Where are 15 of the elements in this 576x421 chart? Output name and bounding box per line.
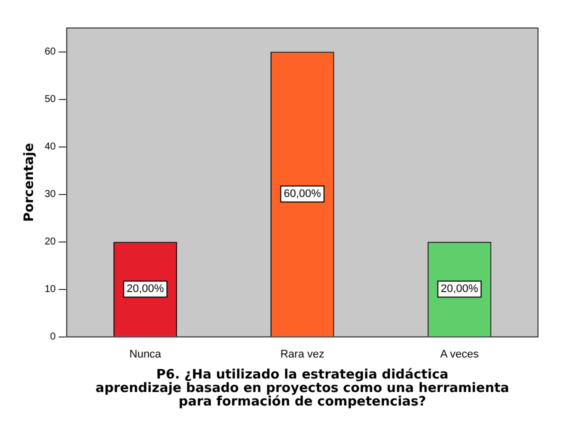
data-label: 20,00% bbox=[126, 283, 164, 296]
y-tick-label: 10 bbox=[44, 284, 56, 296]
x-tick-label: Nunca bbox=[129, 348, 162, 360]
data-label: 20,00% bbox=[440, 283, 478, 296]
x-tick-label: Rara vez bbox=[280, 348, 324, 360]
y-tick-label: 60 bbox=[44, 46, 56, 58]
y-tick-label: 40 bbox=[44, 142, 56, 153]
y-axis-title: Porcentaje bbox=[22, 142, 38, 222]
x-tick-label: A veces bbox=[440, 348, 480, 360]
data-label: 60,00% bbox=[284, 188, 322, 200]
y-tick-label: 20 bbox=[44, 236, 56, 248]
x-axis-title: P6. ¿Ha utilizado la estrategia didáctica aprendizaje basado en proyectos como una herramienta para formación de competencias? bbox=[96, 367, 510, 410]
y-tick-label: 30 bbox=[44, 189, 56, 200]
y-tick-label: 0 bbox=[50, 332, 56, 343]
y-tick-label: 50 bbox=[44, 94, 56, 106]
